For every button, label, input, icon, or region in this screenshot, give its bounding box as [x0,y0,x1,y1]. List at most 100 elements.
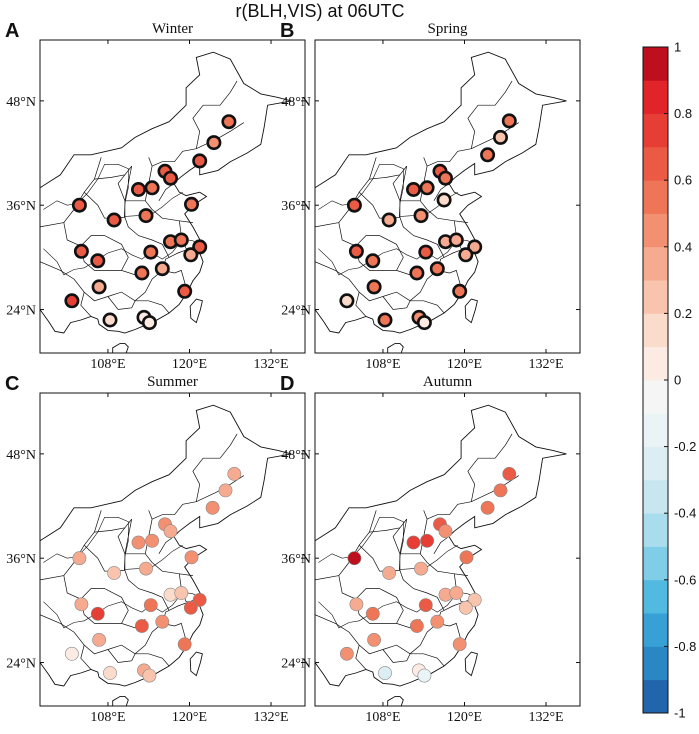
colorbar-segment [643,613,668,647]
station-marker [154,261,170,277]
province-boundary [80,292,92,317]
province-boundary [151,122,244,167]
province-boundary [467,80,513,149]
country-outline [315,404,567,687]
province-boundary [80,599,146,629]
province-boundary [392,527,401,554]
province-boundary [338,575,404,624]
station-marker [459,550,474,565]
station-marker [420,533,434,548]
station-marker [163,170,179,186]
station-marker [492,129,508,145]
station-marker [347,551,362,566]
station-marker [501,113,517,129]
station-marker [64,293,80,309]
colorbar: 1 0.8 0.6 0.4 0.2 0 -0.2 -0.4 -0.6 -0.8 -1 [642,40,696,721]
y-tick-label: 36°N [6,552,36,567]
station-marker [458,247,474,263]
colorbar-segment [643,380,668,414]
panel-title: Winter [152,21,193,37]
station-marker [177,637,192,652]
y-tick-label: 48°N [281,448,311,463]
station-marker [184,196,200,212]
station-marker [406,535,421,550]
station-marker [452,283,468,299]
province-boundary [467,433,513,502]
panel-label: C [5,373,19,395]
colorbar-tick-label: 0 [674,373,681,388]
y-tick-label: 36°N [6,199,36,214]
colorbar-segment [643,280,668,314]
station-marker [107,566,121,580]
province-boundary [158,536,175,554]
panel-title: Summer [147,374,198,390]
colorbar-tick-label: 0.4 [674,239,692,254]
station-marker [192,239,208,255]
station-marker [183,600,198,615]
colorbar-tick-label: -0.6 [674,572,696,587]
colorbar-segment [643,679,668,714]
station-marker [437,170,453,186]
colorbar-tick-label: -0.4 [674,506,696,521]
province-boundary [355,645,367,670]
island-outline [387,695,404,706]
station-marker [448,232,464,248]
station-marker [348,243,364,259]
country-outline [40,404,292,687]
province-boundary [399,200,468,223]
station-marker [467,593,482,607]
station-marker [339,293,355,309]
station-marker [480,147,496,163]
x-tick-label: 120°E [172,710,207,725]
province-boundary [80,645,92,670]
station-marker [365,253,381,269]
province-boundary [192,80,238,149]
island-outline [112,342,129,353]
station-marker [184,550,199,565]
province-boundary [382,649,445,667]
country-outline [40,51,292,334]
station-marker [134,619,149,633]
station-marker [367,633,381,647]
panel-frame [314,39,581,354]
colorbar-segment [643,313,668,348]
colorbar-segment [643,80,668,114]
station-marker [102,312,118,328]
station-marker [467,239,483,255]
station-marker [436,192,452,208]
map-panel-winter: 108°E 120°E 132°E 48°N 36°N 24°N Winter A [5,20,306,372]
station-marker [163,524,178,539]
station-marker [131,535,146,550]
station-marker [173,232,189,248]
colorbar-segment [643,113,668,148]
island-outline [112,695,129,706]
station-marker [177,283,193,299]
colorbar-tick-label: 0.2 [674,306,692,321]
panel-label: B [280,20,294,42]
island-outline [387,342,404,353]
station-marker [418,244,434,260]
station-marker [145,533,159,548]
panel-frame [39,392,306,707]
station-marker [346,197,362,213]
station-marker [227,466,242,481]
station-marker [378,666,392,680]
x-tick-label: 108°E [90,710,125,725]
x-tick-label: 108°E [365,710,400,725]
station-marker [339,646,354,661]
station-marker [138,208,154,224]
station-marker [349,597,364,612]
station-marker [218,483,233,498]
station-marker [144,180,160,196]
x-tick-label: 108°E [365,357,400,372]
panel-label: A [5,20,19,42]
station-marker [92,633,106,647]
station-marker [206,135,222,151]
station-marker [90,606,105,621]
province-boundary [192,433,238,502]
colorbar-segment [643,47,668,81]
province-boundary [117,174,126,201]
colorbar-segment [643,646,668,681]
colorbar-segment [643,513,668,547]
